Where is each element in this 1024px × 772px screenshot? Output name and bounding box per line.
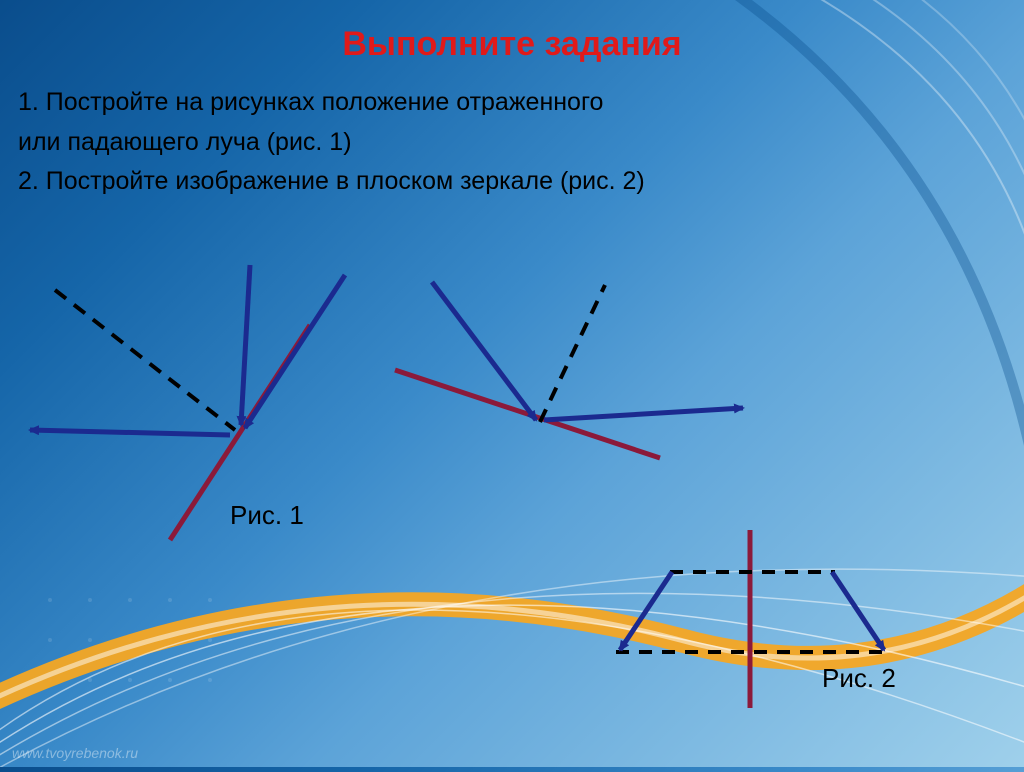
fig2-label: Рис. 2 xyxy=(822,663,896,694)
watermark: www.tvoyrebenok.ru xyxy=(12,745,138,761)
fig1-label: Рис. 1 xyxy=(230,500,304,531)
task-text-block: 1. Постройте на рисунках положение отраж… xyxy=(0,64,1024,201)
task-2: 2. Постройте изображение в плоском зерка… xyxy=(18,163,1006,201)
slide-title: Выполните задания xyxy=(0,0,1024,64)
task-1-line1: 1. Постройте на рисунках положение отраж… xyxy=(18,84,1006,122)
task-1-line2: или падающего луча (рис. 1) xyxy=(18,124,1006,162)
